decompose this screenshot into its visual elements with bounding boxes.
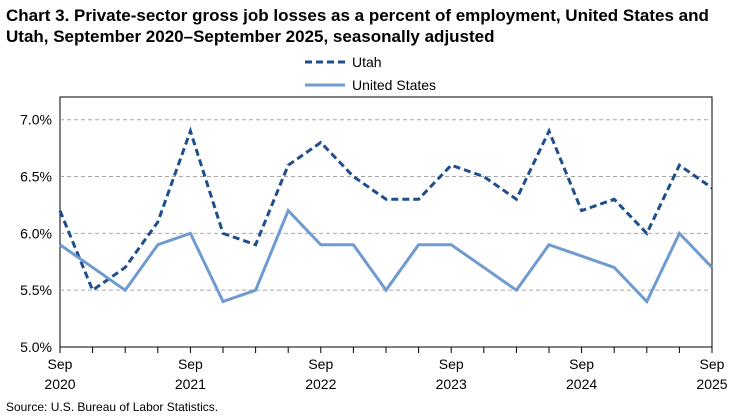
y-axis-ticks: 5.0% 5.5% 6.0% 6.5% 7.0% (20, 112, 52, 355)
x-tick-label-month: Sep (569, 356, 594, 372)
x-tick-label-month: Sep (439, 356, 464, 372)
legend: Utah United States (305, 54, 436, 93)
y-tick-label: 5.0% (20, 339, 52, 355)
x-tick-label-month: Sep (308, 356, 333, 372)
x-tick-label-year: 2020 (44, 376, 75, 392)
series-line-united-states (59, 207, 714, 305)
series-line-utah (58, 126, 713, 293)
source-note: Source: U.S. Bureau of Labor Statistics. (6, 400, 219, 414)
y-tick-label: 6.0% (20, 225, 52, 241)
x-axis-ticks: Sep 2020 Sep 2021 Sep 2022 Sep 2023 Sep 2024 Sep 20… (44, 347, 728, 392)
legend-label-united-states: United States (352, 77, 436, 93)
x-tick-label-year: 2024 (566, 376, 597, 392)
line-chart: 5.0% 5.5% 6.0% 6.5% 7.0% Sep 2020 Sep 2021 Sep 20… (20, 54, 728, 392)
series-lines (58, 126, 714, 305)
x-tick-label-year: 2023 (436, 376, 467, 392)
chart-title: Chart 3. Private-sector gross job losses… (6, 6, 709, 46)
x-tick-label-month: Sep (178, 356, 203, 372)
x-tick-label-year: 2022 (305, 376, 336, 392)
y-tick-label: 6.5% (20, 169, 52, 185)
x-tick-label-year: 2025 (696, 376, 727, 392)
x-tick-label-month: Sep (700, 356, 725, 372)
legend-label-utah: Utah (352, 54, 382, 70)
x-tick-label-month: Sep (48, 356, 73, 372)
y-tick-label: 7.0% (20, 112, 52, 128)
x-tick-label-year: 2021 (175, 376, 206, 392)
y-tick-label: 5.5% (20, 282, 52, 298)
